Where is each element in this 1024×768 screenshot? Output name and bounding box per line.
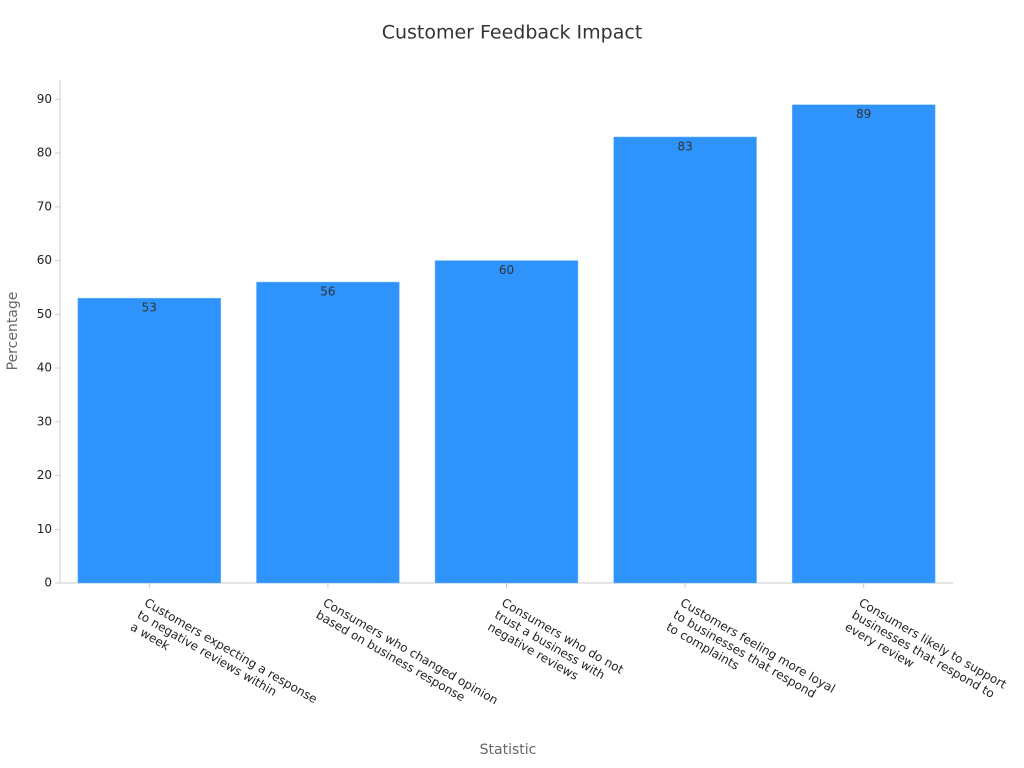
bar [613, 136, 757, 584]
y-tick-label: 60 [37, 253, 52, 267]
y-tick-label: 70 [37, 199, 52, 213]
bar [434, 260, 579, 584]
bar [77, 297, 221, 584]
y-tick-label: 80 [37, 146, 52, 160]
x-tick-label-line: to businesses that respond [671, 608, 819, 701]
y-tick-label: 40 [37, 361, 52, 375]
y-tick-label: 0 [44, 576, 52, 590]
y-tick-label: 50 [37, 307, 52, 321]
value-label: 83 [677, 139, 692, 153]
y-tick-label: 10 [37, 522, 52, 536]
y-tick-label: 30 [37, 414, 52, 428]
y-axis-label: Percentage [5, 292, 21, 371]
x-tick-label-line: to negative reviews within [135, 608, 279, 699]
x-axis-label: Statistic [480, 742, 537, 758]
y-tick-label: 90 [37, 92, 52, 106]
value-label: 60 [499, 263, 514, 277]
chart-title: Customer Feedback Impact [382, 22, 643, 44]
value-label: 89 [856, 107, 871, 121]
y-tick-label: 20 [37, 468, 52, 482]
bar [256, 281, 400, 584]
x-tick-label-line: businesses that respond to [849, 608, 997, 701]
x-tick-label-line: based on business response [314, 608, 468, 705]
x-tick-label-line: Consumers who changed opinion [321, 596, 501, 708]
x-tick-label-line: Customers expecting a response [142, 596, 320, 707]
bar [792, 104, 936, 584]
value-label: 53 [142, 301, 157, 315]
value-label: 56 [320, 285, 335, 299]
